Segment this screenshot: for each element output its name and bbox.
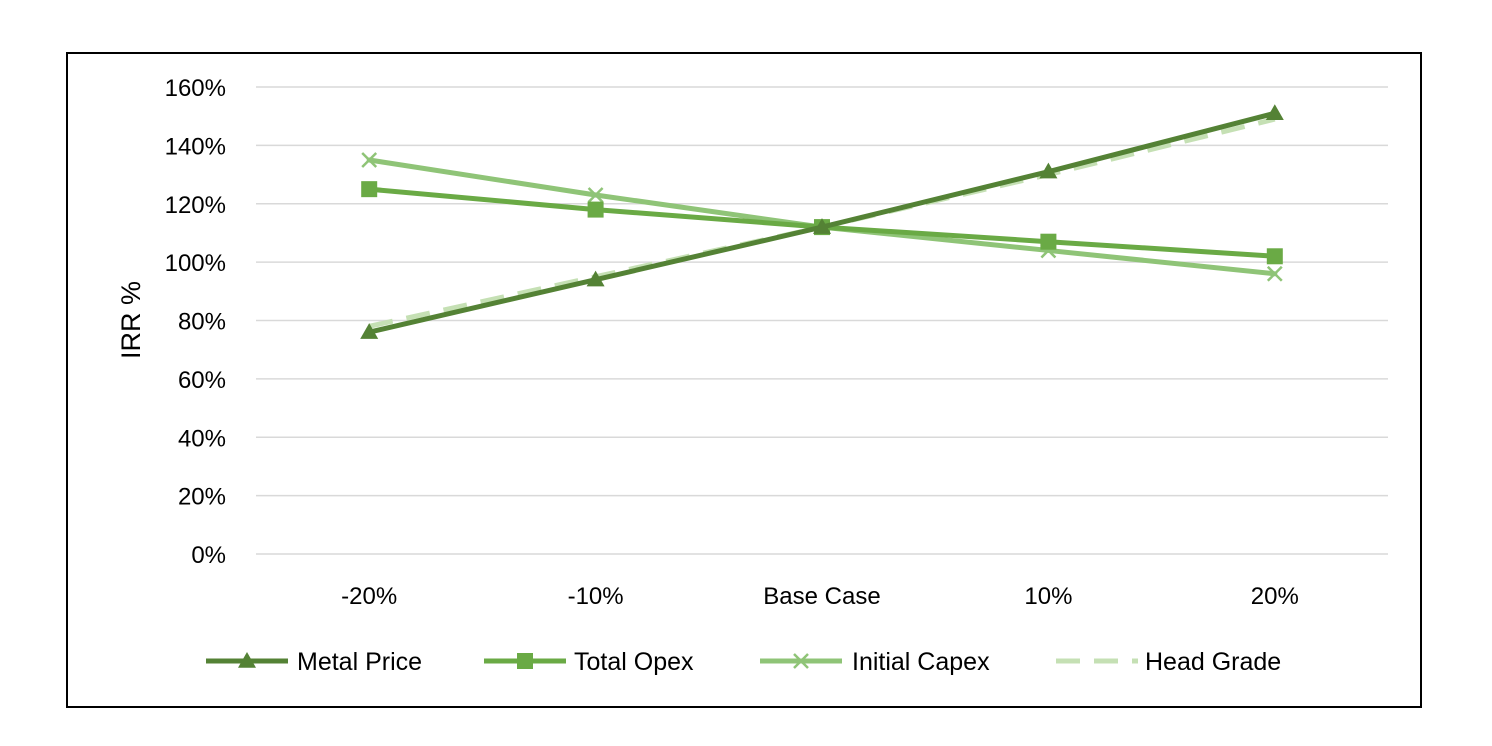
series-metal-price — [360, 104, 1284, 339]
data-point-metal-price — [360, 323, 379, 339]
legend-label: Metal Price — [297, 648, 422, 676]
x-tick-label: 10% — [1024, 583, 1072, 610]
y-tick-label: 160% — [165, 75, 226, 102]
y-tick-label: 120% — [165, 192, 226, 219]
y-tick-label: 100% — [165, 250, 226, 277]
y-tick-label: 20% — [178, 484, 226, 511]
data-point-initial-capex — [361, 152, 378, 168]
legend-marker — [517, 653, 533, 669]
x-tick-label: 20% — [1251, 583, 1299, 610]
y-tick-label: 140% — [165, 133, 226, 160]
data-point-initial-capex — [587, 187, 604, 203]
legend-item-head-grade: Head Grade — [1056, 648, 1281, 676]
x-tick-label: -10% — [568, 583, 624, 610]
legend: Metal Price Total Opex Initial Capex Head G… — [206, 648, 1281, 676]
legend-item-total-opex: Total Opex — [484, 648, 694, 676]
data-point-total-opex — [587, 201, 604, 218]
y-tick-label: 40% — [178, 425, 226, 452]
legend-label: Total Opex — [574, 648, 694, 676]
y-tick-label: 60% — [178, 367, 226, 394]
gridlines — [256, 86, 1388, 555]
legend-label: Initial Capex — [852, 648, 990, 676]
y-tick-label: 80% — [178, 309, 226, 336]
legend-label: Head Grade — [1145, 648, 1281, 676]
y-axis-ticks: 0% 20% 40% 60% 80% 100% 120% 140% 160% — [165, 75, 226, 569]
y-tick-label: 0% — [191, 542, 226, 569]
x-tick-label: Base Case — [763, 583, 880, 610]
legend-marker — [793, 653, 809, 669]
data-point-total-opex — [361, 181, 378, 198]
legend-item-metal-price: Metal Price — [206, 648, 422, 676]
legend-marker — [238, 652, 256, 668]
data-point-initial-capex — [1266, 265, 1283, 282]
data-point-metal-price — [1039, 162, 1058, 179]
series — [360, 104, 1284, 339]
data-point-metal-price — [586, 270, 605, 287]
data-point-total-opex — [1040, 233, 1057, 250]
legend-item-initial-capex: Initial Capex — [760, 648, 990, 676]
series-line-initial-capex — [366, 157, 1278, 277]
data-point-metal-price — [1265, 104, 1284, 121]
data-point-metal-price — [813, 218, 831, 234]
x-tick-label: -20% — [341, 583, 397, 610]
chart-frame — [66, 52, 1422, 708]
x-axis-ticks: -20% -10% Base Case 10% 20% — [341, 583, 1299, 610]
y-axis-title: IRR % — [116, 281, 146, 359]
data-point-total-opex — [1266, 248, 1283, 265]
